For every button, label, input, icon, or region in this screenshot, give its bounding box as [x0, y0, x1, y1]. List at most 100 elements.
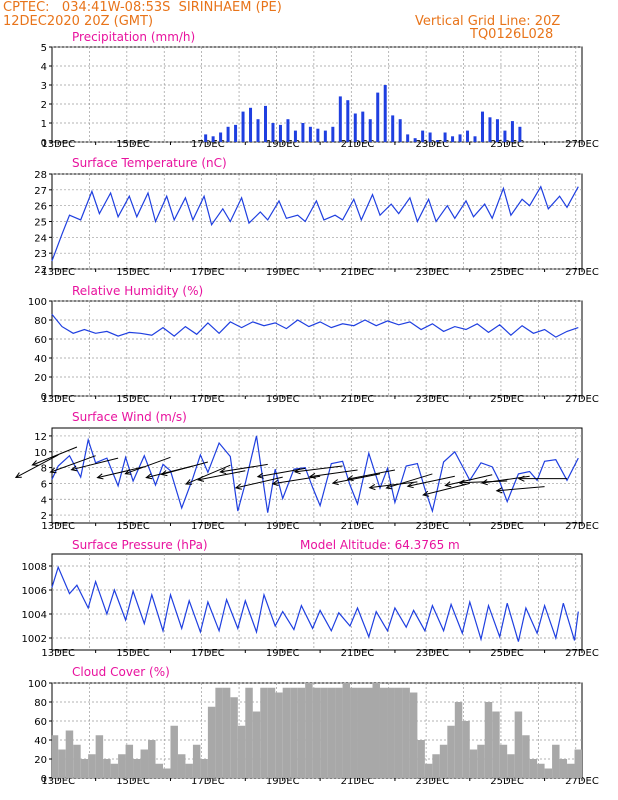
- precip-bar: [241, 111, 245, 142]
- cloud-bar: [110, 763, 119, 778]
- cloud-bar: [559, 759, 568, 778]
- wind-arrow-head: [331, 479, 339, 486]
- cloud-bar: [469, 749, 478, 778]
- precip-bar: [331, 126, 335, 142]
- wind-arrow-head: [145, 473, 153, 480]
- cloud-bar: [439, 744, 448, 778]
- cloud-bar: [492, 711, 500, 778]
- precip-bar: [383, 85, 387, 142]
- wind-arrow-shaft: [386, 473, 433, 489]
- precip-bar: [503, 130, 507, 142]
- x-tick-label: 27DEC: [565, 267, 599, 278]
- precip-bar: [234, 124, 238, 142]
- precip-bar: [451, 136, 455, 142]
- x-tick-label: 13DEC: [41, 394, 75, 405]
- panel-frame: [51, 553, 583, 651]
- x-tick-label: 19DEC: [266, 267, 300, 278]
- x-tick-label: 21DEC: [341, 521, 375, 532]
- panel-frame: [51, 46, 583, 143]
- x-tick-label: 13DEC: [41, 521, 75, 532]
- cloud-bar: [379, 687, 388, 778]
- cloud-bar: [574, 749, 582, 778]
- cloud-bar: [192, 744, 201, 778]
- y-tick-label: 6: [41, 479, 47, 490]
- cloud-bar: [155, 763, 163, 778]
- x-tick-label: 19DEC: [266, 394, 300, 405]
- x-tick-label: 21DEC: [341, 267, 375, 278]
- cloud-bar: [88, 754, 96, 778]
- precip-bar: [211, 136, 215, 142]
- series-line: [51, 185, 579, 262]
- header-location: CPTEC: 034:41W-08:53S SIRINHAEM (PE): [3, 0, 282, 15]
- y-tick-label: 3: [41, 81, 47, 92]
- x-tick-label: 13DEC: [41, 776, 75, 787]
- precip-bar: [204, 134, 208, 142]
- wind-arrow-head: [31, 460, 39, 466]
- cloud-bar: [552, 744, 560, 778]
- cloud-bar: [200, 759, 208, 778]
- x-tick-label: 17DEC: [191, 648, 225, 659]
- cloud-bar: [118, 754, 126, 778]
- wind-arrow-head: [197, 475, 205, 482]
- y-tick-label: 22: [34, 265, 47, 276]
- wind-arrow-shaft: [347, 469, 396, 480]
- x-tick-label: 27DEC: [565, 648, 599, 659]
- wind-arrow-head: [234, 483, 242, 490]
- panel-title: Cloud Cover (%): [72, 665, 170, 679]
- cloud-bar: [305, 683, 313, 778]
- cloud-bar: [454, 702, 463, 778]
- precip-bar: [510, 121, 514, 142]
- wind-arrow-head: [124, 469, 132, 475]
- cloud-bar: [73, 744, 81, 778]
- x-tick-label: 25DEC: [490, 267, 524, 278]
- precip-bar: [226, 126, 230, 142]
- precip-bar: [466, 130, 470, 142]
- precip-bar: [346, 100, 350, 142]
- precip-bar: [293, 130, 297, 142]
- wind-arrow-shaft: [407, 475, 455, 487]
- x-tick-label: 27DEC: [565, 394, 599, 405]
- y-tick-label: 100: [28, 679, 47, 690]
- wind-arrow-shaft: [71, 457, 119, 471]
- y-tick-label: 1: [41, 119, 47, 130]
- wind-arrow-head: [422, 490, 430, 497]
- cloud-bar: [544, 768, 553, 778]
- y-tick-label: 27: [34, 186, 47, 197]
- header-datetime: 12DEC2020 20Z (GMT): [3, 14, 154, 29]
- y-tick-label: 5: [41, 43, 47, 54]
- wind-arrow-head: [495, 487, 503, 494]
- cloud-bar: [267, 687, 276, 778]
- cloud-bar: [432, 754, 440, 778]
- cloud-bar: [95, 735, 104, 778]
- wind-arrow-head: [256, 472, 264, 479]
- cloud-bar: [357, 687, 366, 778]
- y-tick-label: 23: [34, 249, 47, 260]
- wind-arrow-head: [185, 479, 193, 485]
- x-tick-label: 17DEC: [191, 776, 225, 787]
- cloud-bar: [260, 687, 268, 778]
- cloud-bar: [162, 768, 171, 778]
- y-tick-label: 20: [34, 755, 47, 766]
- wind-arrow-head: [444, 481, 452, 488]
- cloud-bar: [514, 711, 523, 778]
- y-tick-label: 4: [41, 495, 47, 506]
- y-tick-label: 12: [34, 432, 47, 443]
- cloud-bar: [462, 721, 470, 778]
- cloud-bar: [529, 759, 538, 778]
- precip-bar: [458, 134, 462, 142]
- y-tick-label: 60: [34, 717, 47, 728]
- cloud-bar: [320, 687, 328, 778]
- cloud-bar: [185, 763, 193, 778]
- y-tick-label: 20: [34, 373, 47, 384]
- cloud-bar: [148, 740, 156, 778]
- precip-bar: [473, 136, 477, 142]
- cloud-bar: [402, 687, 410, 778]
- precip-bar: [316, 128, 320, 142]
- precip-bar: [421, 130, 425, 142]
- wind-arrow-shaft: [161, 461, 209, 475]
- cloud-bar: [275, 692, 283, 778]
- precip-bar: [391, 115, 395, 142]
- cloud-bar: [237, 725, 246, 778]
